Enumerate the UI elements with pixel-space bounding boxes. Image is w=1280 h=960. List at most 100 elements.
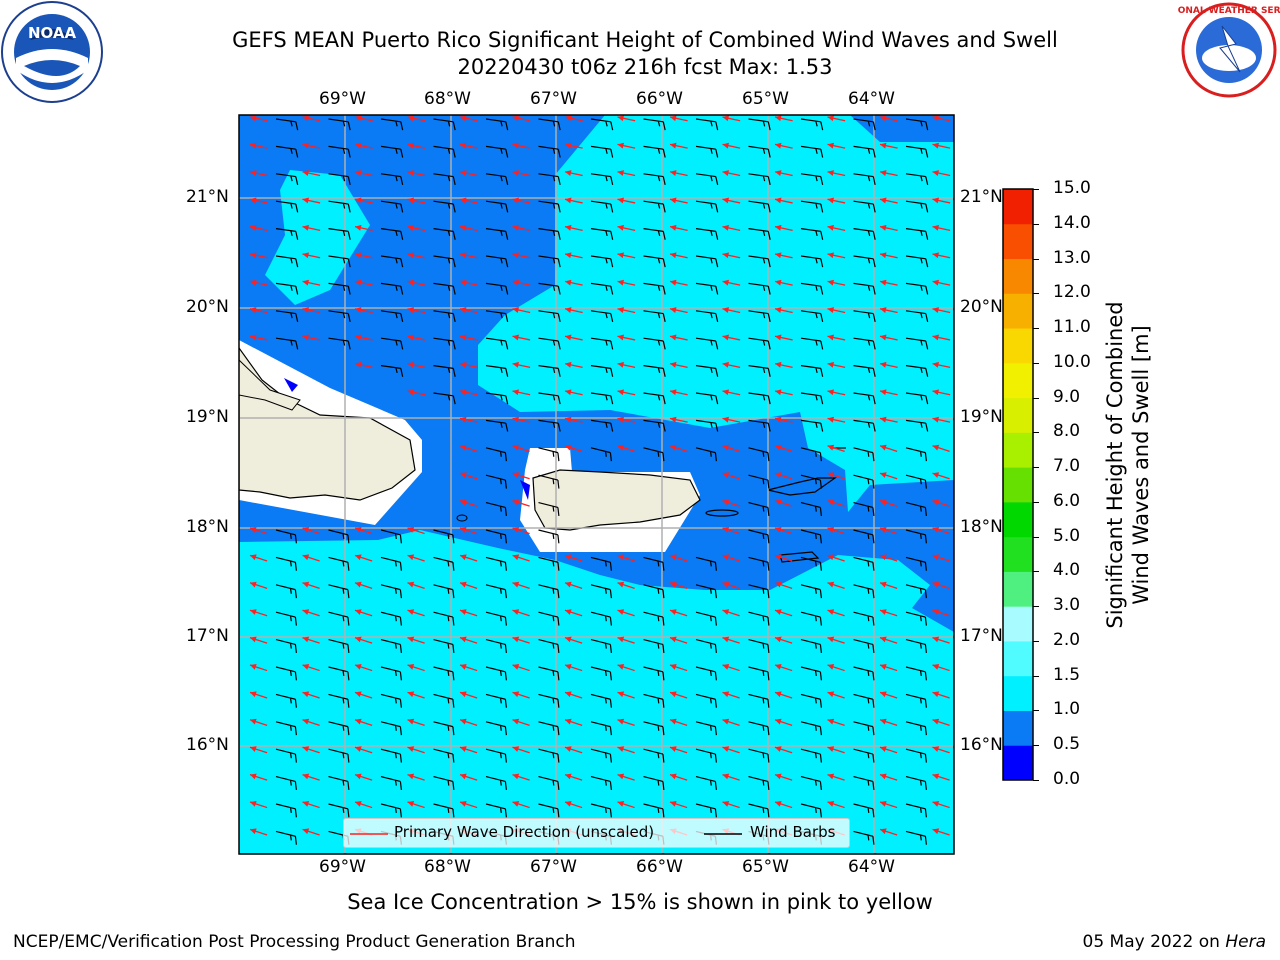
wind-barb [695,282,719,295]
wind-barb [485,173,509,186]
wave-direction-arrow [407,389,426,396]
wave-direction-arrow [827,472,845,480]
wind-barb [275,639,297,653]
wave-direction-arrow [932,581,950,589]
wave-direction-arrow [459,307,478,314]
wind-barb [748,255,771,268]
lon-label-bottom: 65°W [742,857,789,877]
wave-direction-arrow [669,252,688,259]
wave-direction-arrow [302,691,320,699]
wave-direction-arrow [879,361,898,368]
wind-barb [275,529,297,544]
wind-barb [643,337,666,350]
wind-barb [695,200,719,213]
wave-direction-arrow [617,279,636,286]
wind-barb [853,392,876,405]
wave-direction-arrow [459,361,478,368]
wind-barb [485,502,507,516]
wind-barb [748,611,770,626]
wave-direction-arrow [774,636,793,644]
wave-direction-arrow [302,197,321,204]
wave-direction-arrow [617,444,635,452]
wave-direction-arrow [774,472,793,480]
wind-barb [695,611,717,626]
wind-barb [643,693,665,708]
wind-barb [905,776,927,790]
wave-direction-arrow [459,472,478,480]
wave-direction-arrow [302,609,320,617]
wind-barb [328,255,351,268]
wave-direction-arrow [249,801,268,809]
lat-label-left: 19°N [186,407,229,427]
wave-direction-arrow [249,142,268,149]
wave-direction-arrow [879,115,898,122]
wind-barb [328,693,350,708]
wind-barb [485,721,507,736]
colorbar-tick-label: 8.0 [1053,421,1081,442]
wave-direction-arrow [302,828,320,836]
wave-direction-arrow [249,664,268,672]
wind-barb [853,228,876,240]
wave-direction-arrow [407,718,425,726]
wave-direction-arrow [827,224,846,231]
wind-barb [695,721,717,736]
wind-barb [590,255,614,268]
wave-direction-arrow [407,279,426,286]
wave-direction-arrow [302,554,320,562]
wind-barb [590,145,614,158]
wind-barb [853,118,876,131]
wind-barb [380,118,404,131]
colorbar-tick-label: 1.0 [1053,699,1081,720]
nws-logo: NATIONAL WEATHER SERVICE [1178,2,1280,98]
wave-direction-arrow [774,361,793,368]
wave-direction-arrow [774,554,793,562]
wind-barb [800,337,824,350]
wind-barb [643,556,665,571]
wind-barb [275,666,297,681]
wave-direction-arrow [354,527,373,535]
wind-barb [328,803,350,818]
wind-barb [485,255,509,268]
wind-barb [853,748,875,763]
wave-direction-arrow [512,773,530,781]
wind-barb [905,474,927,489]
wind-barb [748,721,770,736]
wave-direction-arrow [512,334,531,341]
wind-barb [590,392,614,405]
wind-barb [748,776,770,790]
wave-direction-arrow [669,361,688,368]
wind-barb [328,310,351,323]
wind-barb [380,803,402,818]
wind-barb [433,584,455,599]
wind-barb [905,310,929,323]
wave-direction-arrow [722,115,741,122]
wind-barb [485,228,509,240]
wave-direction-arrow [512,801,530,809]
wind-barb [748,748,770,763]
wave-direction-arrow [512,664,530,672]
wave-direction-arrow [564,170,583,177]
wave-direction-arrow [302,664,320,672]
wave-direction-arrow [932,252,951,259]
colorbar-block [1003,397,1033,433]
wave-direction-arrow [722,609,740,617]
wind-barb [748,118,771,131]
wind-barb [643,666,665,681]
wave-direction-arrow [354,801,373,809]
wind-barb [957,119,981,130]
wave-direction-arrow [722,664,740,672]
wave-direction-arrow [459,664,478,672]
lon-label-top: 65°W [742,89,789,109]
wind-barb [800,584,822,599]
wave-direction-arrow [249,197,268,204]
lon-label-top: 66°W [636,89,683,109]
wind-barb [748,228,771,240]
wind-barb [748,392,771,405]
wind-barb [748,693,770,708]
wave-direction-arrow [827,581,845,589]
lon-label-top: 64°W [848,89,895,109]
wave-direction-arrow [669,444,688,452]
wave-direction-arrow [249,527,268,535]
wind-barb [275,693,297,708]
wind-barb [433,529,455,544]
